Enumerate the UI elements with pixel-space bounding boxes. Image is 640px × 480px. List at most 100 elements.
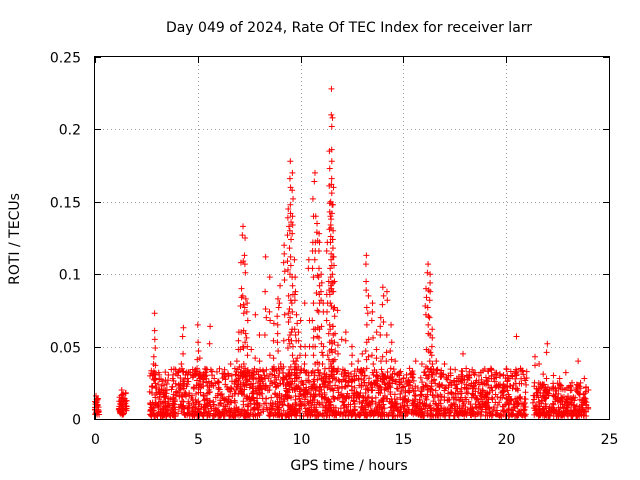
data-point <box>387 404 394 411</box>
data-point <box>155 381 162 388</box>
data-point <box>387 374 394 381</box>
data-point <box>318 288 325 295</box>
data-point <box>304 398 311 405</box>
data-point <box>315 265 322 272</box>
data-point <box>331 410 338 417</box>
data-point <box>363 400 370 407</box>
data-point <box>377 375 384 382</box>
data-point <box>520 403 527 410</box>
data-point <box>291 360 298 367</box>
data-point <box>331 262 338 269</box>
data-point <box>163 387 170 394</box>
data-point <box>194 365 201 372</box>
data-point <box>445 390 452 397</box>
data-point <box>259 367 266 374</box>
data-point <box>357 390 364 397</box>
data-point <box>536 412 543 419</box>
data-point <box>549 400 556 407</box>
data-point <box>474 404 481 411</box>
data-point <box>257 385 264 392</box>
data-point <box>397 410 404 417</box>
data-point <box>311 393 318 400</box>
data-point <box>480 388 487 395</box>
data-point <box>231 365 238 372</box>
data-point <box>389 370 396 377</box>
data-point <box>330 288 337 295</box>
data-point <box>373 355 380 362</box>
data-point <box>184 375 191 382</box>
data-point <box>503 365 510 372</box>
data-point <box>490 375 497 382</box>
data-point <box>204 412 211 419</box>
data-point <box>392 358 399 365</box>
data-point <box>326 165 333 172</box>
data-point <box>402 408 409 415</box>
data-point <box>544 384 551 391</box>
data-point <box>289 213 296 220</box>
data-point <box>424 375 431 382</box>
data-point <box>185 378 192 385</box>
data-point <box>291 378 298 385</box>
data-point <box>246 384 253 391</box>
data-point <box>443 375 450 382</box>
data-point <box>428 343 435 350</box>
data-point <box>530 392 537 399</box>
data-point <box>501 383 508 390</box>
data-point <box>508 396 515 403</box>
data-point <box>247 381 254 388</box>
data-point <box>332 330 339 337</box>
data-point <box>235 406 242 413</box>
data-point <box>256 358 263 365</box>
data-point <box>150 412 157 419</box>
data-point <box>421 412 428 419</box>
data-point <box>286 175 293 182</box>
data-point <box>475 385 482 392</box>
data-point <box>340 402 347 409</box>
data-point <box>478 376 485 383</box>
data-point <box>305 369 312 376</box>
data-point <box>535 406 542 413</box>
data-point <box>284 232 291 239</box>
data-point <box>331 313 338 320</box>
data-point <box>506 400 513 407</box>
data-point <box>295 363 302 370</box>
data-point <box>424 304 431 311</box>
data-point <box>301 300 308 307</box>
x-tick-label: 0 <box>91 432 100 448</box>
data-point <box>387 365 394 372</box>
data-point <box>424 365 431 372</box>
data-point <box>416 396 423 403</box>
data-point <box>159 378 166 385</box>
data-point <box>240 301 247 308</box>
data-point <box>292 372 299 379</box>
data-point <box>362 261 369 268</box>
data-point <box>373 372 380 379</box>
data-point <box>270 355 277 362</box>
data-point <box>291 291 298 298</box>
data-point <box>564 399 571 406</box>
data-point <box>253 376 260 383</box>
data-point <box>362 389 369 396</box>
data-point <box>257 366 264 373</box>
data-point <box>329 201 336 208</box>
data-point <box>574 381 581 388</box>
x-tick-label: 5 <box>194 432 203 448</box>
data-point <box>170 371 177 378</box>
data-point <box>304 412 311 419</box>
data-point <box>315 274 322 281</box>
data-point <box>410 401 417 408</box>
data-point <box>546 413 553 420</box>
data-point <box>301 360 308 367</box>
data-point <box>267 378 274 385</box>
data-point <box>467 405 474 412</box>
data-point <box>383 358 390 365</box>
data-point <box>531 353 538 360</box>
data-point <box>425 321 432 328</box>
data-point <box>454 385 461 392</box>
data-point <box>195 347 202 354</box>
data-point <box>418 392 425 399</box>
data-point <box>312 213 319 220</box>
data-point <box>428 383 435 390</box>
data-point <box>287 314 294 321</box>
data-point <box>488 394 495 401</box>
